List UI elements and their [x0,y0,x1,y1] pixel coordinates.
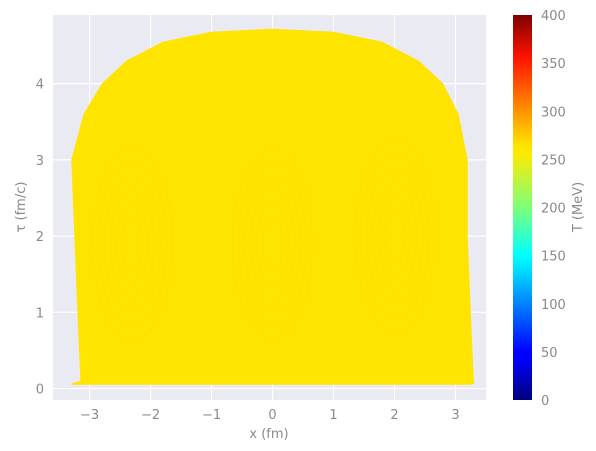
colorbar-tick-label: 50 [541,346,558,361]
fringe-ring [359,153,430,319]
fringe-ring [115,202,150,285]
x-tick-label: 2 [390,408,398,423]
y-tick-labels: 0 1 2 3 4 [36,78,44,398]
fringe-ring [377,195,412,277]
x-tick-labels: −3 −2 −1 0 1 2 3 [80,408,460,423]
interference-fringes [91,139,436,341]
colorbar-tick-label: 100 [541,298,566,313]
colorbar-tick-label: 400 [541,9,566,24]
y-tick-label: 4 [36,78,44,93]
colorbar-tick-label: 150 [541,250,566,265]
colorbar-tick-label: 350 [541,57,566,72]
fringe-ring [353,139,436,333]
y-axis-label: τ (fm/c) [14,182,29,233]
y-tick-label: 3 [36,154,44,169]
fringe-ring [249,188,296,299]
fringe-ring [237,160,308,327]
fringe-ring [103,174,162,313]
colorbar-label: T (MeV) [571,182,586,233]
colorbar-tick-label: 300 [541,105,566,120]
fringe-ring [121,216,144,271]
y-tick-label: 2 [36,230,44,245]
colorbar-tick-label: 0 [541,394,549,409]
colorbar-tick-labels: 0 50 100 150 200 250 300 350 400 [541,9,566,409]
x-tick-label: −3 [80,408,99,423]
fringe-ring [365,167,424,305]
x-tick-label: 3 [451,408,459,423]
temperature-region [70,28,475,385]
fringe-ring [383,209,406,263]
fringe-ring [109,188,156,299]
colorbar-tick-label: 200 [541,202,566,217]
x-tick-label: 0 [268,408,276,423]
colorbar-tick-label: 250 [541,153,566,168]
x-axis-label: x (fm) [249,427,288,442]
fringe-ring [261,216,284,271]
x-tick-label: −2 [141,408,160,423]
fringe-ring [91,146,174,341]
y-tick-label: 1 [36,306,44,321]
fringe-ring [371,181,418,291]
x-tick-label: 1 [329,408,337,423]
fringe-ring [243,174,302,313]
y-tick-label: 0 [36,383,44,398]
fringe-ring [231,146,314,341]
colorbar [513,15,532,400]
fringe-ring [255,202,290,285]
fringe-ring [97,160,168,327]
x-tick-label: −1 [202,408,221,423]
